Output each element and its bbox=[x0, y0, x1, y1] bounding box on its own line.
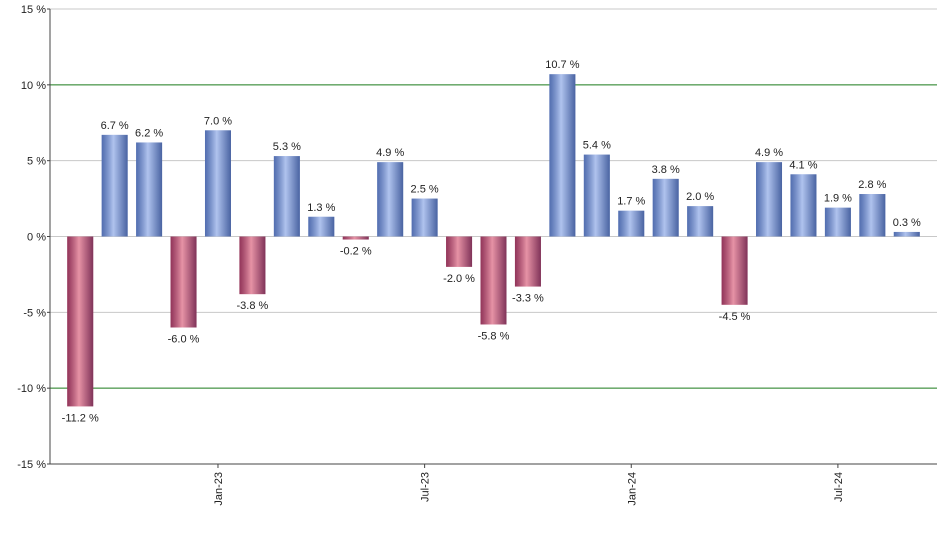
bar-shade bbox=[687, 206, 714, 237]
value-label: 4.1 % bbox=[789, 159, 817, 171]
value-label: 5.4 % bbox=[583, 140, 611, 152]
y-tick-label: 10 % bbox=[21, 80, 46, 92]
bar-shade bbox=[136, 142, 163, 237]
bar-shade bbox=[790, 174, 817, 237]
value-label: 4.9 % bbox=[376, 147, 404, 159]
bar-shade bbox=[893, 231, 920, 237]
x-tick-label: Jan-23 bbox=[213, 472, 225, 506]
bar-shade bbox=[170, 236, 197, 328]
bar-shade bbox=[67, 236, 94, 407]
value-label: 6.2 % bbox=[135, 127, 163, 139]
value-label: -0.2 % bbox=[340, 246, 372, 258]
value-label: -3.8 % bbox=[237, 300, 269, 312]
value-label: 4.9 % bbox=[755, 147, 783, 159]
y-tick-label: -15 % bbox=[17, 459, 46, 471]
bar-shade bbox=[239, 236, 266, 295]
bar-shade bbox=[308, 216, 335, 237]
value-label: 1.3 % bbox=[307, 202, 335, 214]
bar-shade bbox=[446, 236, 473, 267]
bar-shade bbox=[273, 156, 300, 237]
value-label: -3.3 % bbox=[512, 293, 544, 305]
bar-shade bbox=[652, 178, 679, 237]
bar-shade bbox=[824, 207, 851, 237]
value-label: 1.9 % bbox=[824, 193, 852, 205]
value-label: 6.7 % bbox=[101, 120, 129, 132]
value-label: 3.8 % bbox=[652, 164, 680, 176]
y-tick-label: 0 % bbox=[27, 232, 46, 244]
value-label: -6.0 % bbox=[168, 334, 200, 346]
bar-shade bbox=[549, 74, 576, 237]
value-label: -2.0 % bbox=[443, 273, 475, 285]
value-label: -11.2 % bbox=[62, 412, 99, 424]
x-tick-label: Jan-24 bbox=[626, 472, 638, 506]
value-label: -5.8 % bbox=[478, 330, 510, 342]
bar-shade bbox=[618, 210, 645, 237]
value-label: 5.3 % bbox=[273, 141, 301, 153]
bar-shade bbox=[480, 236, 507, 325]
value-label: 0.3 % bbox=[893, 217, 921, 229]
bar-shade bbox=[721, 236, 748, 305]
bar-shade bbox=[514, 236, 541, 287]
value-label: 2.5 % bbox=[411, 184, 439, 196]
bar-shade bbox=[101, 134, 128, 237]
bar-shade bbox=[756, 162, 783, 237]
y-tick-label: 15 % bbox=[21, 4, 46, 16]
bar-shade bbox=[377, 162, 404, 237]
value-label: 2.8 % bbox=[858, 179, 886, 191]
y-tick-label: -10 % bbox=[17, 383, 46, 395]
bar-shade bbox=[204, 130, 231, 237]
x-tick-label: Jul-24 bbox=[833, 472, 845, 502]
value-label: -4.5 % bbox=[719, 311, 751, 323]
bar-shade bbox=[342, 236, 369, 240]
value-label: 2.0 % bbox=[686, 191, 714, 203]
bar-shade bbox=[583, 154, 610, 237]
value-label: 10.7 % bbox=[545, 59, 579, 71]
bar-shade bbox=[411, 198, 438, 237]
value-label: 7.0 % bbox=[204, 115, 232, 127]
y-tick-label: 5 % bbox=[27, 156, 46, 168]
bar-shade bbox=[859, 194, 886, 237]
value-label: 1.7 % bbox=[617, 196, 645, 208]
x-tick-label: Jul-23 bbox=[420, 472, 432, 502]
y-tick-label: -5 % bbox=[23, 307, 46, 319]
